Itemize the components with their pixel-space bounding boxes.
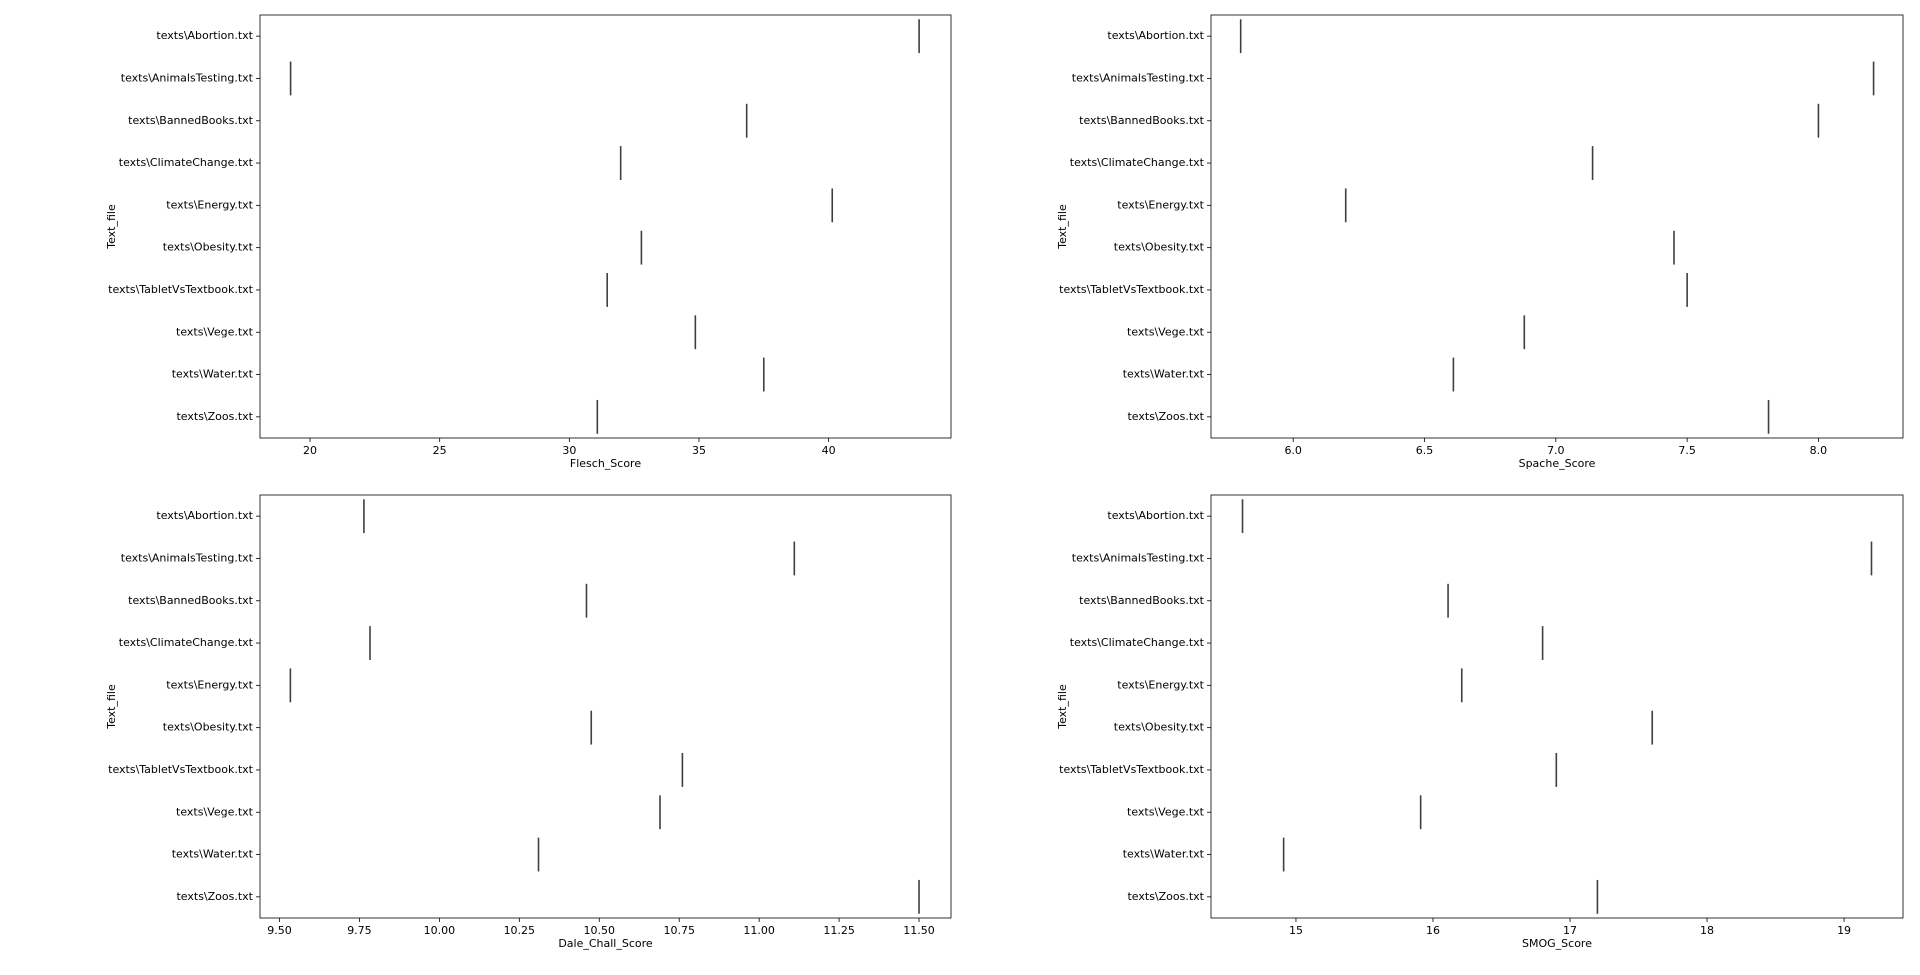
- axes-frame: [259, 494, 952, 919]
- x-tick-label: 10.00: [424, 924, 456, 937]
- x-tick-label: 10.50: [584, 924, 616, 937]
- y-tick-label: texts\Obesity.txt: [163, 241, 254, 254]
- y-tick-label: texts\TabletVsTextbook.txt: [108, 283, 254, 296]
- y-tick-label: texts\Abortion.txt: [156, 509, 253, 522]
- y-tick-label: texts\ClimateChange.txt: [1070, 156, 1205, 169]
- y-tick-label: texts\Zoos.txt: [1127, 410, 1204, 423]
- y-tick-label: texts\Zoos.txt: [176, 410, 253, 423]
- x-tick-label: 40: [822, 444, 836, 457]
- y-tick-label: texts\ClimateChange.txt: [119, 156, 254, 169]
- y-axis-label: Text_file: [105, 684, 118, 730]
- x-tick-label: 6.5: [1416, 444, 1434, 457]
- y-tick-label: texts\TabletVsTextbook.txt: [1059, 283, 1205, 296]
- y-tick-label: texts\Energy.txt: [1117, 198, 1204, 211]
- x-tick-label: 10.75: [663, 924, 695, 937]
- y-tick-label: texts\Energy.txt: [1117, 678, 1204, 691]
- x-tick-label: 25: [433, 444, 447, 457]
- y-tick-label: texts\TabletVsTextbook.txt: [108, 763, 254, 776]
- x-tick-label: 10.25: [504, 924, 536, 937]
- y-tick-label: texts\Energy.txt: [166, 678, 253, 691]
- y-tick-label: texts\Abortion.txt: [1107, 509, 1204, 522]
- y-tick-label: texts\Water.txt: [1123, 368, 1205, 381]
- y-tick-label: texts\Water.txt: [1123, 848, 1205, 861]
- x-tick-label: 11.00: [743, 924, 775, 937]
- y-tick-label: texts\Vege.txt: [1127, 325, 1205, 338]
- axes-frame: [259, 14, 952, 439]
- x-tick-label: 11.25: [823, 924, 855, 937]
- x-tick-label: 7.0: [1547, 444, 1565, 457]
- y-tick-label: texts\AnimalsTesting.txt: [121, 551, 254, 564]
- y-tick-label: texts\Zoos.txt: [176, 890, 253, 903]
- y-tick-label: texts\Obesity.txt: [163, 721, 254, 734]
- y-tick-label: texts\Energy.txt: [166, 198, 253, 211]
- y-tick-label: texts\AnimalsTesting.txt: [1072, 71, 1205, 84]
- y-tick-label: texts\BannedBooks.txt: [1079, 594, 1205, 607]
- x-tick-label: 16: [1426, 924, 1440, 937]
- x-tick-label: 20: [303, 444, 317, 457]
- x-tick-label: 30: [562, 444, 576, 457]
- y-tick-label: texts\Obesity.txt: [1114, 721, 1205, 734]
- x-axis-label: Dale_Chall_Score: [558, 937, 653, 950]
- x-tick-label: 11.50: [903, 924, 935, 937]
- x-tick-label: 6.0: [1284, 444, 1302, 457]
- x-tick-label: 17: [1563, 924, 1577, 937]
- y-tick-label: texts\Zoos.txt: [1127, 890, 1204, 903]
- x-axis-label: Flesch_Score: [570, 457, 641, 470]
- x-tick-label: 8.0: [1810, 444, 1828, 457]
- axes-frame: [1210, 494, 1904, 919]
- x-axis-label: Spache_Score: [1519, 457, 1596, 470]
- x-tick-label: 35: [692, 444, 706, 457]
- y-tick-label: texts\Vege.txt: [1127, 805, 1205, 818]
- y-tick-label: texts\Water.txt: [172, 848, 254, 861]
- y-tick-label: texts\Water.txt: [172, 368, 254, 381]
- y-tick-label: texts\AnimalsTesting.txt: [121, 71, 254, 84]
- y-tick-label: texts\AnimalsTesting.txt: [1072, 551, 1205, 564]
- x-tick-label: 9.75: [347, 924, 372, 937]
- y-tick-label: texts\TabletVsTextbook.txt: [1059, 763, 1205, 776]
- y-axis-label: Text_file: [105, 204, 118, 250]
- y-axis-label: Text_file: [1056, 684, 1069, 730]
- x-axis-label: SMOG_Score: [1522, 937, 1592, 950]
- y-tick-label: texts\BannedBooks.txt: [128, 114, 254, 127]
- x-tick-label: 9.50: [267, 924, 292, 937]
- y-tick-label: texts\BannedBooks.txt: [128, 594, 254, 607]
- x-tick-label: 18: [1700, 924, 1714, 937]
- y-tick-label: texts\Vege.txt: [176, 805, 254, 818]
- x-tick-label: 19: [1837, 924, 1851, 937]
- axes-frame: [1210, 14, 1904, 439]
- x-tick-label: 15: [1289, 924, 1303, 937]
- x-tick-label: 7.5: [1678, 444, 1696, 457]
- y-tick-label: texts\ClimateChange.txt: [119, 636, 254, 649]
- y-tick-label: texts\Vege.txt: [176, 325, 254, 338]
- y-tick-label: texts\ClimateChange.txt: [1070, 636, 1205, 649]
- y-tick-label: texts\Abortion.txt: [1107, 29, 1204, 42]
- y-tick-label: texts\Obesity.txt: [1114, 241, 1205, 254]
- y-tick-label: texts\BannedBooks.txt: [1079, 114, 1205, 127]
- y-tick-label: texts\Abortion.txt: [156, 29, 253, 42]
- y-axis-label: Text_file: [1056, 204, 1069, 250]
